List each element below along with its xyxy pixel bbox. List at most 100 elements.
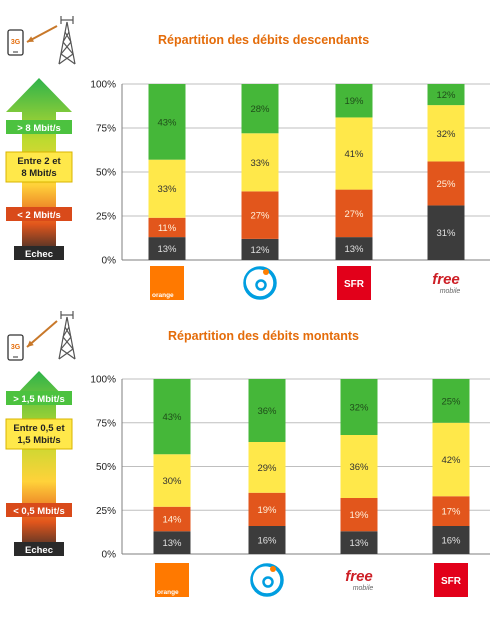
data-label: 13% — [162, 538, 182, 549]
svg-text:SFR: SFR — [344, 279, 365, 290]
bar-segment — [153, 379, 191, 455]
y-tick-label: 100% — [90, 375, 116, 386]
bar-segment — [248, 442, 286, 493]
legend-swatch — [6, 207, 72, 221]
signal-arrow-icon — [26, 320, 58, 348]
downlink-panel: Répartition des débits descendants 3G > 8… — [0, 0, 500, 305]
downlink-chart: 3G > 8 Mbit/s Entre 2 et 8 Mbit/s < 2 Mbit/s… — [5, 16, 490, 300]
legend-item: Echec — [14, 542, 64, 556]
data-label: 19% — [344, 96, 364, 107]
bar-segment — [148, 217, 186, 238]
data-label: 43% — [157, 117, 177, 128]
data-label: 27% — [250, 211, 270, 222]
y-tick-label: 75% — [96, 124, 116, 135]
svg-text:orange: orange — [152, 292, 174, 299]
legend-swatch — [14, 542, 64, 556]
bar-segment — [427, 105, 465, 162]
data-label: 13% — [157, 244, 177, 255]
data-label: 19% — [257, 505, 277, 516]
svg-text:free: free — [345, 568, 373, 585]
bar-segment — [335, 117, 373, 190]
bar-segment — [153, 506, 191, 532]
legend-label: < 0,5 Mbit/s — [13, 506, 64, 517]
svg-text:SFR: SFR — [441, 576, 462, 587]
bar-segment — [241, 191, 279, 239]
legend-swatch — [6, 120, 72, 134]
legend-label: Echec — [25, 545, 53, 556]
legend-label: Entre 2 et 8 Mbit/s — [17, 156, 61, 179]
svg-text:mobile: mobile — [440, 288, 461, 295]
antenna-tower-icon — [58, 311, 76, 360]
bar-segment — [248, 526, 286, 554]
data-label: 31% — [436, 228, 456, 239]
y-tick-label: 75% — [96, 418, 116, 429]
y-tick-label: 0% — [102, 256, 117, 267]
data-label: 27% — [344, 209, 364, 220]
legend-label: Entre 0,5 et 1,5 Mbit/s — [13, 423, 65, 446]
data-label: 30% — [162, 476, 182, 487]
bouygues-logo — [250, 563, 284, 597]
bar-segment — [241, 238, 279, 260]
data-label: 41% — [344, 149, 364, 160]
bouygues-logo — [243, 266, 277, 300]
legend-swatch — [14, 246, 64, 260]
svg-text:orange: orange — [157, 589, 179, 596]
legend-item: Entre 2 et 8 Mbit/s — [5, 151, 73, 183]
y-tick-label: 25% — [96, 212, 116, 223]
y-tick-label: 0% — [102, 550, 117, 561]
bar-segment — [335, 84, 373, 118]
orange-logo: orange — [155, 563, 189, 597]
bar-segment — [335, 189, 373, 238]
data-label: 16% — [257, 536, 277, 547]
data-label: 14% — [162, 515, 182, 526]
chart-title: Répartition des débits descendants — [158, 33, 370, 47]
data-label: 32% — [436, 129, 456, 140]
uplink-chart: 3G > 1,5 Mbit/s Entre 0,5 et 1,5 Mbit/s < 0,… — [5, 311, 490, 597]
svg-text:3G: 3G — [11, 39, 21, 46]
y-tick-label: 25% — [96, 506, 116, 517]
y-tick-label: 100% — [90, 80, 116, 91]
svg-text:mobile: mobile — [353, 585, 374, 592]
bar-segment — [340, 531, 378, 554]
data-label: 12% — [250, 245, 270, 256]
bar-segment — [340, 379, 378, 435]
phone-icon: 3G — [7, 29, 24, 56]
legend-label: < 2 Mbit/s — [17, 210, 61, 221]
legend-label: Echec — [25, 249, 53, 260]
bar-segment — [241, 84, 279, 134]
legend-swatch — [5, 151, 73, 183]
bar-segment — [153, 454, 191, 507]
data-label: 25% — [436, 179, 456, 190]
data-label: 36% — [349, 462, 369, 473]
legend-swatch — [6, 391, 72, 405]
legend-swatch — [6, 503, 72, 517]
legend-item: Entre 0,5 et 1,5 Mbit/s — [5, 418, 73, 450]
bar-segment — [340, 435, 378, 498]
y-tick-label: 50% — [96, 168, 116, 179]
bar-segment — [432, 422, 470, 497]
bar-segment — [340, 498, 378, 532]
data-label: 13% — [344, 244, 364, 255]
legend-item: < 0,5 Mbit/s — [6, 503, 72, 517]
bar-segment — [432, 526, 470, 554]
bar-segment — [248, 492, 286, 526]
bar-segment — [427, 205, 465, 260]
data-label: 32% — [349, 403, 369, 414]
legend-label: > 8 Mbit/s — [17, 123, 61, 134]
antenna-tower-icon — [58, 16, 76, 65]
data-label: 42% — [441, 455, 461, 466]
legend-swatch — [5, 418, 73, 450]
data-label: 19% — [349, 510, 369, 521]
data-label: 36% — [257, 406, 277, 417]
data-label: 43% — [162, 412, 182, 423]
bar-segment — [148, 237, 186, 260]
bar-segment — [432, 379, 470, 423]
data-label: 29% — [257, 463, 277, 474]
legend-item: > 1,5 Mbit/s — [6, 391, 72, 405]
y-tick-label: 50% — [96, 462, 116, 473]
data-label: 16% — [441, 536, 461, 547]
bar-segment — [427, 161, 465, 206]
bar-segment — [241, 133, 279, 192]
bar-segment — [432, 496, 470, 526]
